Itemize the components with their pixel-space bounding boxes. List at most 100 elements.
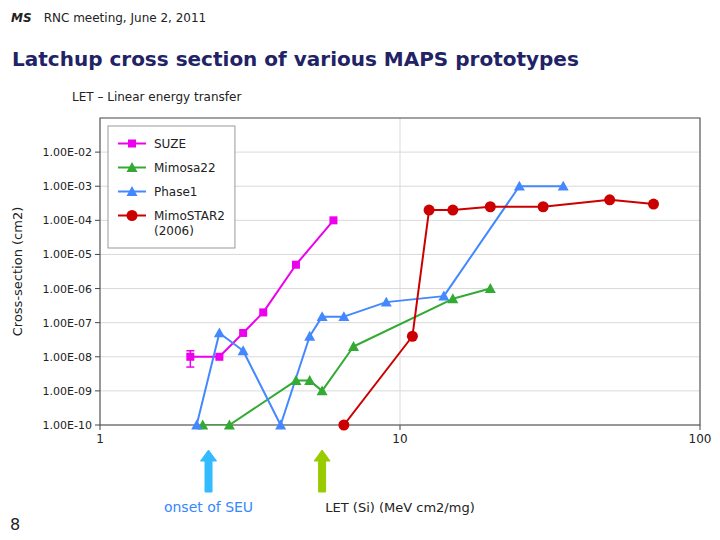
data-point	[648, 199, 659, 210]
tick-label-x: 1	[96, 432, 104, 446]
tick-y	[95, 390, 100, 391]
data-point	[447, 293, 458, 303]
tick-y	[95, 356, 100, 357]
legend-label-line: MimoSTAR2	[154, 209, 225, 223]
data-point	[304, 375, 315, 385]
annotation: RNC meeting, June 2, 2011	[36, 11, 206, 25]
data-point	[238, 345, 249, 355]
plot-frame	[100, 118, 700, 425]
annotation: MS	[11, 11, 32, 25]
tick-y	[95, 288, 100, 289]
legend-label: SUZE	[154, 137, 186, 151]
arrow	[201, 450, 217, 492]
annotation: 8	[10, 515, 20, 534]
data-point	[290, 375, 301, 385]
error-bar-stem	[190, 351, 192, 367]
tick-label-y: 1.00E-08	[43, 351, 92, 364]
data-point	[215, 353, 223, 361]
tick-x	[100, 425, 101, 430]
legend-label-line: (2006)	[154, 224, 194, 238]
data-point	[304, 331, 315, 341]
tick-label-y: 1.00E-07	[43, 317, 92, 330]
title: Latchup cross section of various MAPS pr…	[12, 47, 579, 71]
data-point	[191, 420, 202, 430]
data-point	[558, 181, 569, 191]
subtitle: LET – Linear energy transfer	[72, 90, 241, 104]
series-line	[344, 200, 654, 425]
tick-label-y: 1.00E-02	[43, 146, 92, 159]
grid	[100, 118, 700, 425]
data-point	[329, 216, 337, 224]
arrow	[314, 450, 330, 492]
data-point	[348, 341, 359, 351]
tick-y	[95, 186, 100, 187]
tick-label-y: 1.00E-09	[43, 385, 92, 398]
tick-label-y: 1.00E-04	[43, 214, 92, 227]
tick-label-x: 10	[392, 432, 407, 446]
error-bar-cap	[186, 366, 194, 368]
series-markers	[186, 181, 659, 431]
data-point	[381, 297, 392, 307]
tick-label-x: 100	[689, 432, 712, 446]
data-point	[438, 291, 449, 301]
tick-label-y: 1.00E-05	[43, 248, 92, 261]
tick-label-y: 1.00E-06	[43, 283, 92, 296]
data-point	[275, 420, 286, 430]
data-point	[407, 331, 418, 342]
data-point	[259, 308, 267, 316]
legend-marker	[127, 186, 138, 196]
tick-y	[95, 220, 100, 221]
legend-marker	[127, 210, 138, 221]
data-point	[485, 283, 496, 293]
series-line	[197, 186, 564, 425]
legend-marker	[127, 162, 138, 172]
tick-x	[700, 425, 701, 430]
data-point	[338, 420, 349, 431]
legend: SUZE Mimosa22 Phase1 MimoSTAR2(2006)	[108, 126, 235, 248]
tick-label-y: 1.00E-03	[43, 180, 92, 193]
ticks: 1 10 100 1.00E-10 1.00E-09 1.00E-08 1.00E-07 1.…	[43, 146, 712, 446]
tick-y	[95, 254, 100, 255]
grid-line-y	[100, 390, 700, 391]
data-point	[214, 327, 225, 337]
y-axis-label: Cross-section (cm2)	[10, 207, 25, 337]
data-point	[292, 261, 300, 269]
data-point	[514, 181, 525, 191]
legend-label-line: SUZE	[154, 137, 186, 151]
tick-x	[400, 425, 401, 430]
data-point	[424, 205, 435, 216]
tick-y	[95, 425, 100, 426]
legend-label-line: Phase1	[154, 185, 197, 199]
data-point	[317, 385, 328, 395]
legend-label-line: Mimosa22	[154, 161, 216, 175]
chart: Latchup cross section of various MAPS pr…	[0, 0, 720, 540]
legend-item: Mimosa22	[118, 161, 216, 175]
legend-item: MimoSTAR2(2006)	[118, 209, 225, 238]
grid-line-y	[100, 254, 700, 255]
x-axis-label: LET (Si) (MeV cm2/mg)	[325, 500, 474, 515]
grid-line-x	[400, 118, 401, 425]
plot-area	[100, 118, 700, 425]
error-bar-cap	[186, 350, 194, 352]
annotation: onset of SEU	[164, 499, 253, 515]
legend-item: Phase1	[118, 185, 197, 199]
data-point	[604, 194, 615, 205]
data-point	[239, 329, 247, 337]
data-point	[485, 201, 496, 212]
grid-line-y	[100, 288, 700, 289]
legend-label: Phase1	[154, 185, 197, 199]
tick-y	[95, 152, 100, 153]
data-point	[317, 311, 328, 321]
tick-y	[95, 322, 100, 323]
series-lines	[190, 186, 653, 425]
data-point	[224, 420, 235, 430]
data-point	[447, 205, 458, 216]
tick-label-y: 1.00E-10	[43, 419, 92, 432]
legend-label: MimoSTAR2(2006)	[154, 209, 225, 238]
legend-item: SUZE	[118, 137, 186, 151]
grid-line-y	[100, 322, 700, 323]
error-bar	[186, 351, 194, 367]
data-point	[538, 201, 549, 212]
data-point	[338, 311, 349, 321]
legend-frame	[108, 126, 235, 248]
